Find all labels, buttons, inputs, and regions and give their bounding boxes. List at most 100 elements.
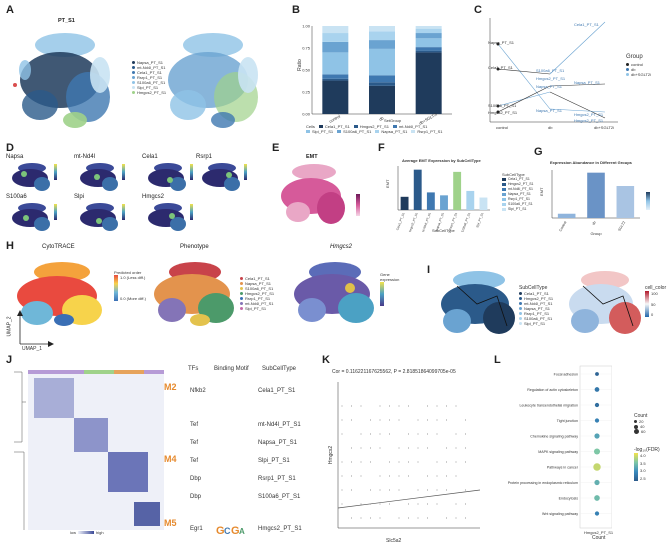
panel-f-xlabel: SubCellType [432, 228, 455, 233]
tf-subtype: Rsrp1_PT_S1 [258, 476, 296, 482]
legend-title: Predicted order [114, 270, 142, 275]
c-right-label: Hmgcs2_PT_S1 [574, 112, 604, 117]
panel-b: B 0.00 0.25 0.50 0.75 1.00 control db db+SGLT2i… [290, 0, 455, 140]
scatter-point [379, 475, 381, 477]
scatter-point [455, 475, 457, 477]
panel-d: D Napsa mt-Nd4l Cela1 Rsrp1 S100a6 Slpi Hmgcs2 [0, 142, 265, 232]
x-tick: control [328, 113, 341, 123]
c-right-label: Napsa_PT_S1 [574, 80, 601, 85]
feature-plot: Cela1 [142, 154, 204, 192]
bar-segment [322, 41, 349, 53]
x-tick: Rsrp1_PT_S1 [448, 212, 458, 231]
bar-segment [322, 80, 349, 114]
fdr-tick: 2.5 [640, 475, 646, 481]
scatter-point [360, 475, 362, 477]
y-tick: 0.50 [302, 68, 311, 73]
c-left-label: Cela1_PT_S1 [488, 65, 513, 70]
c-left-label: Hmgcs2_PT_S1 [488, 110, 518, 115]
h-title-pheno: Phenotype [180, 244, 209, 250]
enrichment-dot [594, 418, 600, 423]
bar-segment [415, 33, 442, 39]
bar-segment [322, 52, 349, 75]
feature-umap [148, 163, 186, 191]
c-mid-label: Napsa_PT_S1 [536, 108, 563, 113]
scatter-point [427, 433, 428, 435]
bar-segment [415, 28, 442, 34]
scatter-point [389, 433, 390, 435]
panel-k-xlabel: Slc5a2 [386, 538, 402, 544]
scatter-point [455, 517, 457, 519]
enrichment-dot [594, 495, 600, 501]
panel-j: J low high M2 M4 M5 TFs Binding Motif Su… [0, 352, 320, 547]
bar [440, 195, 448, 210]
legend-title: Group [626, 54, 643, 60]
c-right-label: Hmgcs2_PT_S1 [574, 118, 604, 123]
tf-name: Tef [190, 440, 199, 446]
c-left-label: Napsa_PT_S1 [488, 40, 515, 45]
feature-colorbar [122, 204, 125, 220]
correlation-scatter [337, 382, 481, 529]
pathway-label: Wnt signaling pathway [542, 512, 578, 516]
panel-g-label: G [534, 146, 543, 158]
tf-header-motif: Binding Motif [214, 366, 249, 372]
legend-item: Napsa_PT_S1 [502, 192, 533, 197]
cytotrace-umap [17, 262, 102, 326]
enrichment-dot [594, 433, 600, 439]
fdr-tick: 3.5 [640, 460, 646, 466]
axis-y-label: UMAP_2 [6, 316, 13, 337]
legend-item: db+SGLT2i [626, 72, 651, 77]
legend-title: Cells [306, 124, 315, 129]
panel-l-label: L [494, 354, 501, 366]
scatter-point [379, 489, 381, 491]
scatter-point [370, 461, 371, 463]
x-tick: db [378, 115, 385, 122]
scatter-point [455, 503, 457, 505]
legend-item: control [626, 62, 651, 67]
umap-clusters [168, 33, 258, 128]
legend-title: Gene expression [380, 272, 400, 282]
bar-segment [369, 75, 395, 83]
bar [557, 213, 576, 218]
scatter-point [379, 419, 381, 421]
panel-a: A PT_S1 Napsa_PT_S1 mt-Nd4l_PT_S1 Cela1_… [0, 0, 260, 140]
panel-i-label: I [427, 264, 431, 276]
scatter-point [379, 517, 381, 519]
module-m2: M2 [164, 382, 177, 392]
y-label: EMT [539, 187, 544, 196]
legend-item: Napsa_PT_S1 [240, 281, 274, 286]
scatter-point [455, 433, 457, 435]
scatter-point [436, 503, 438, 505]
pathway-label: Pathways in cancer [547, 466, 579, 470]
tf-name: Egr1 [190, 526, 203, 532]
tf-subtype: Cela1_PT_S1 [258, 388, 296, 394]
legend-item: Hmgcs2_PT_S1 [132, 90, 166, 95]
scatter-point [446, 517, 447, 519]
cyto-tick: 0.0 (More diff.) [120, 296, 146, 301]
legend-item: Rsrp1_PT_S1 [411, 129, 443, 134]
scatter-point [455, 405, 457, 407]
panel-h-label: H [6, 240, 14, 252]
panel-c: C Napsa_PT_S1 Cela1_PT_S1 S100a6_PT_S1 H… [470, 0, 669, 140]
scatter-point [465, 503, 466, 505]
scatter-point [408, 503, 409, 505]
bar-segment [369, 26, 395, 32]
x-tick: Slpi_PT_S1 [475, 212, 484, 229]
f-legend-items: Cela1_PT_S1 Hmgcs2_PT_S1 mt-Nd4l_PT_S1 Naps… [502, 177, 533, 212]
gene-label: Rsrp1 [196, 154, 213, 160]
x-tick: db [591, 220, 596, 225]
feature-plot: S100a6 [6, 194, 68, 232]
legend-item: Cela1_PT_S1 [519, 291, 553, 296]
scatter-point [427, 447, 428, 449]
scatter-point [398, 447, 400, 449]
tf-name: Tef [190, 422, 199, 428]
c-xtick: control [496, 125, 509, 130]
panel-b-legend: Cells Cela1_PT_S1 Hmgcs2_PT_S1 mt-Nd4l_P… [306, 124, 456, 134]
scatter-point [398, 517, 400, 519]
bar-segment [322, 26, 349, 34]
scatter-point [341, 503, 343, 505]
scatter-point [389, 419, 390, 421]
h-title-gene: Hmgcs2 [330, 244, 353, 250]
panel-b-label: B [292, 4, 300, 16]
fdr-tick: 3.0 [640, 468, 646, 474]
